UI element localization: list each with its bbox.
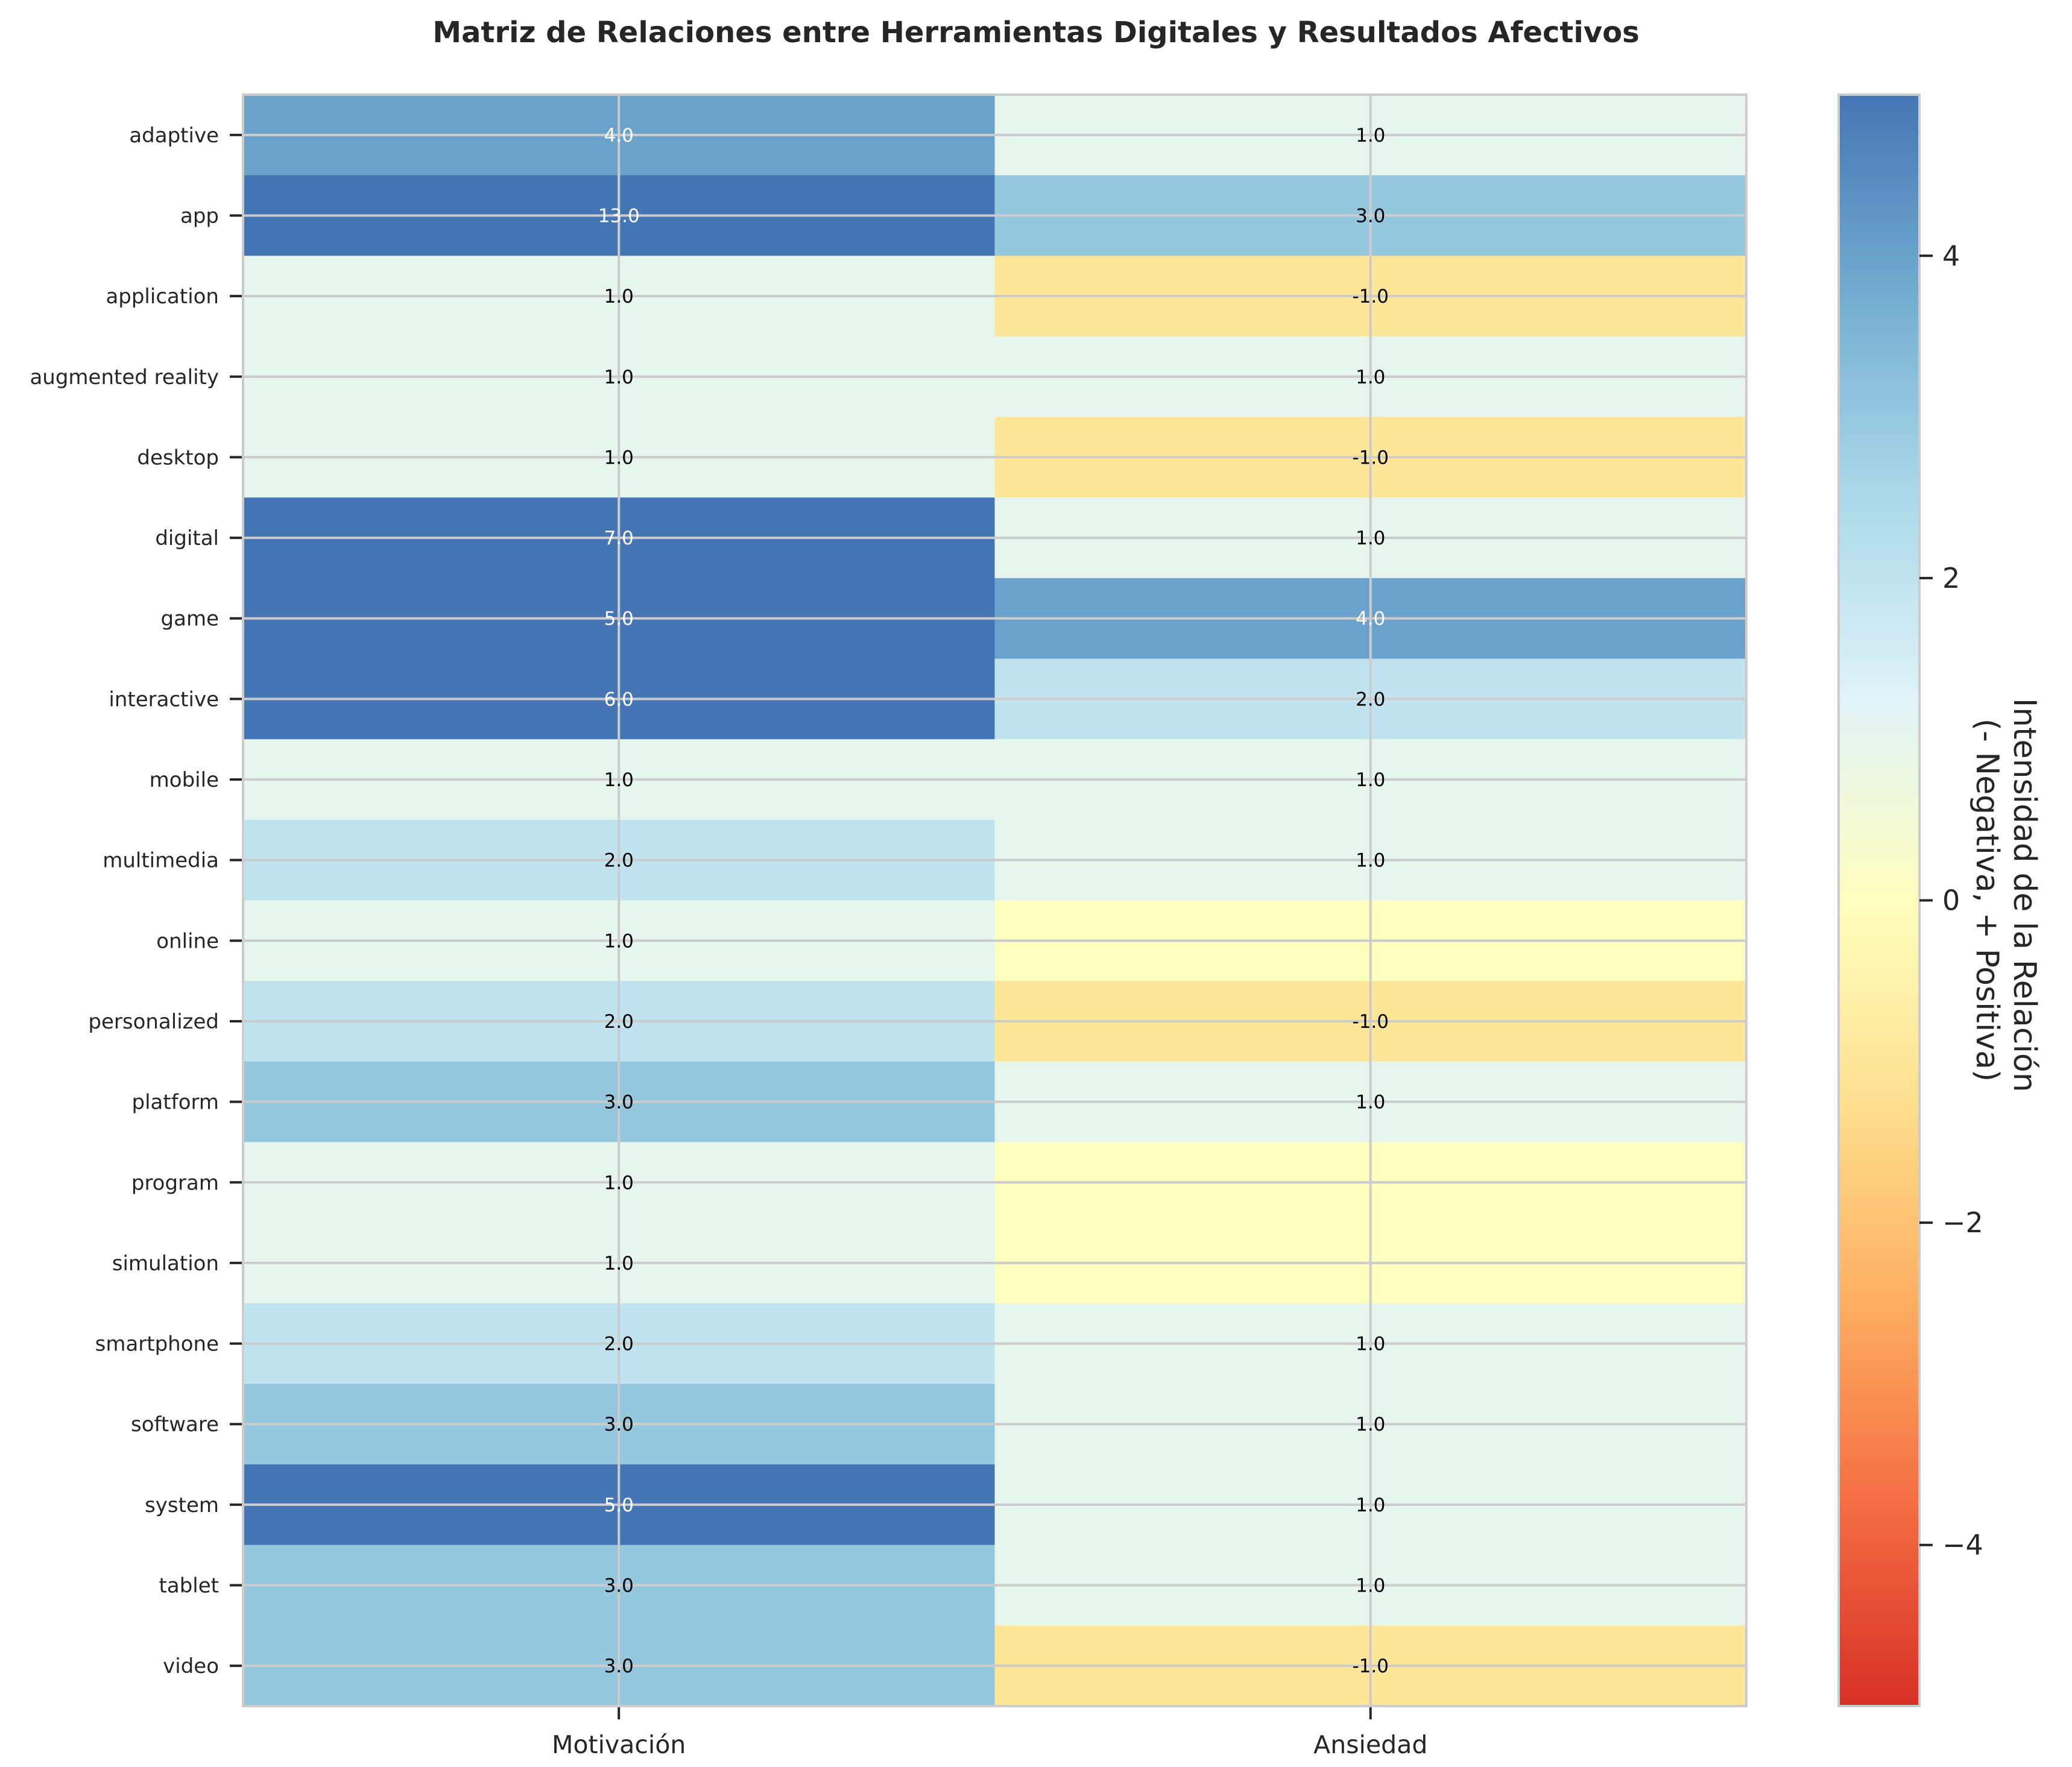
y-tick-label: application — [106, 285, 219, 309]
cell-value-label: 1.0 — [604, 1172, 634, 1194]
cell-value-label: 1.0 — [1356, 528, 1385, 549]
y-tick-label: desktop — [137, 446, 219, 470]
cell-value-label: 4.0 — [1356, 608, 1385, 630]
cell-value-labels: 4.0 1.0 13.0 3.0 1.0 -1.0 1.0 1.0 1.0 -1.0 7.0 1.0 5… — [598, 125, 1389, 1677]
cell-value-label: 2.0 — [604, 1011, 634, 1033]
y-tick-label: digital — [155, 526, 219, 550]
x-tick-label: Motivación — [552, 1730, 686, 1759]
y-tick-label: multimedia — [103, 849, 219, 873]
colorbar-label-line2: (- Negativa, + Positiva) — [1969, 719, 2005, 1082]
colorbar-tick-label: −2 — [1942, 1206, 1983, 1239]
colorbar: 4 2 0 −2 −4 Intensidad de la Relación (- Neg… — [1837, 93, 2042, 1707]
colorbar-label-line1: Intensidad de la Relación — [2006, 698, 2042, 1092]
cell-value-label: 3.0 — [1356, 205, 1385, 227]
cell-value-label: -1.0 — [1353, 447, 1389, 468]
cell-value-label: 3.0 — [604, 1414, 634, 1435]
cell-value-label: -1.0 — [1353, 1655, 1389, 1677]
cell-value-label: 1.0 — [604, 447, 634, 468]
y-tick-label: adaptive — [129, 124, 219, 148]
y-tick-label: system — [145, 1493, 219, 1517]
y-tick-label: mobile — [150, 768, 219, 792]
y-tick-label: smartphone — [95, 1332, 219, 1356]
cell-value-label: 3.0 — [604, 1092, 634, 1113]
y-axis: adaptive app application augmented reality d… — [30, 124, 243, 1678]
colorbar-tick-label: 2 — [1942, 562, 1960, 594]
x-tick-label: Ansiedad — [1313, 1730, 1427, 1759]
y-tick-label: augmented reality — [30, 365, 219, 389]
y-tick-label: personalized — [88, 1010, 219, 1034]
cell-value-label: 1.0 — [604, 367, 634, 388]
cell-value-label: 1.0 — [1356, 1414, 1385, 1435]
grid-lines — [243, 95, 1746, 1706]
colorbar-tick-label: 4 — [1942, 239, 1960, 272]
cell-value-label: 6.0 — [604, 688, 634, 710]
cell-value-label: -1.0 — [1353, 286, 1389, 307]
cell-value-label: 1.0 — [1356, 850, 1385, 872]
chart-title: Matriz de Relaciones entre Herramientas … — [432, 16, 1639, 49]
y-tick-label: game — [161, 607, 219, 631]
colorbar-tick-label: −4 — [1942, 1529, 1983, 1561]
cell-value-label: 1.0 — [1356, 1092, 1385, 1113]
cell-value-label: 1.0 — [604, 1253, 634, 1274]
y-tick-label: online — [156, 929, 219, 953]
y-tick-label: program — [131, 1171, 219, 1195]
cell-value-label: 13.0 — [598, 205, 640, 227]
cell-value-label: 1.0 — [1356, 1575, 1385, 1597]
x-axis: Motivación Ansiedad — [552, 1706, 1427, 1759]
plot-frame — [242, 93, 1748, 1707]
cell-value-label: 2.0 — [604, 850, 634, 872]
cell-value-label: 1.0 — [1356, 125, 1385, 146]
y-tick-label: video — [163, 1654, 219, 1678]
cell-value-label: -1.0 — [1353, 1011, 1389, 1033]
y-tick-label: interactive — [109, 687, 219, 711]
cell-value-label: 1.0 — [604, 286, 634, 307]
heatmap-cells — [243, 95, 1747, 1707]
cell-value-label: 7.0 — [604, 528, 634, 549]
cell-value-label: 2.0 — [604, 1334, 634, 1355]
cell-value-label: 4.0 — [604, 125, 634, 146]
cell-value-label: 3.0 — [604, 1655, 634, 1677]
cell-value-label: 1.0 — [604, 930, 634, 952]
colorbar-tick-label: 0 — [1942, 884, 1960, 917]
cell-value-label: 1.0 — [1356, 769, 1385, 791]
cell-value-label: 1.0 — [1356, 1334, 1385, 1355]
cell-value-label: 5.0 — [604, 1495, 634, 1516]
y-tick-label: platform — [132, 1091, 219, 1115]
y-tick-label: app — [180, 204, 219, 228]
cell-value-label: 3.0 — [604, 1575, 634, 1597]
colorbar-ticks: 4 2 0 −2 −4 — [1919, 239, 1983, 1561]
y-tick-label: tablet — [159, 1574, 219, 1598]
cell-value-label: 1.0 — [1356, 1495, 1385, 1516]
cell-value-label: 2.0 — [1356, 688, 1385, 710]
cell-value-label: 1.0 — [604, 769, 634, 791]
colorbar-gradient — [1837, 93, 1921, 1707]
y-tick-label: simulation — [112, 1252, 219, 1276]
cell-value-label: 5.0 — [604, 608, 634, 630]
cell-value-label: 1.0 — [1356, 367, 1385, 388]
y-tick-label: software — [131, 1413, 219, 1437]
colorbar-label: Intensidad de la Relación (- Negativa, +… — [1969, 698, 2042, 1102]
